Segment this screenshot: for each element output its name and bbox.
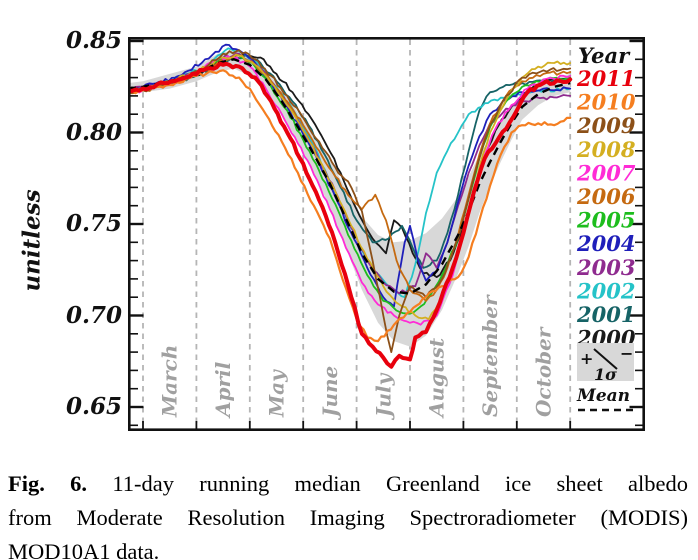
legend-year-2010: 2010 <box>576 90 636 115</box>
sigma-diagonal-line <box>593 348 618 370</box>
series-line-2004 <box>128 43 572 308</box>
month-label: September <box>478 294 502 417</box>
y-tick-label: 0.75 <box>65 210 122 237</box>
series-line-2011 <box>128 61 573 369</box>
y-tick-label: 0.85 <box>65 27 122 54</box>
sigma-legend-box <box>577 343 634 381</box>
albedo-chart: March April May June July August September Octo… <box>128 37 645 431</box>
series-line-2010 <box>128 69 572 343</box>
series-line-2008 <box>128 53 572 321</box>
month-label: October <box>532 326 556 417</box>
series-line-2003 <box>128 52 572 295</box>
caption-line-2: from Moderate Resolution Imaging Spectro… <box>8 505 688 530</box>
y-tick-label: 0.70 <box>65 301 122 329</box>
mean-line <box>128 58 571 295</box>
legend-year-2008: 2008 <box>576 137 636 162</box>
legend-year-2011: 2011 <box>576 66 635 91</box>
plot-border <box>128 37 645 431</box>
caption-line-1: Fig. 6. 11-day running median Greenland … <box>8 467 688 501</box>
sigma-band <box>128 50 571 347</box>
legend-year-2007: 2007 <box>576 160 636 185</box>
month-label: March <box>158 345 182 418</box>
month-label: July <box>371 372 395 421</box>
month-label: April <box>211 361 235 419</box>
legend-year-2004: 2004 <box>576 231 635 256</box>
legend-mean-label: Mean <box>576 386 630 406</box>
y-axis-label: unitless <box>18 189 46 292</box>
caption-label: Fig. 6. <box>8 471 88 496</box>
legend-year-2005: 2005 <box>576 208 635 233</box>
month-label: June <box>318 366 342 421</box>
figure-caption: Fig. 6. 11-day running median Greenland … <box>8 467 688 560</box>
y-tick-label: 0.80 <box>65 118 122 146</box>
legend-title: Year <box>578 43 631 68</box>
sigma-plus-sign: + <box>580 349 593 368</box>
series-line-2006 <box>128 54 572 302</box>
month-label: August <box>425 337 449 419</box>
sigma-minus-sign: − <box>620 344 633 363</box>
sigma-label: 1σ <box>594 365 617 384</box>
caption-text-1: 11-day running median Greenland ice shee… <box>112 471 688 496</box>
legend-year-2001: 2001 <box>576 302 635 327</box>
caption-line-3: MOD10A1 data. <box>8 539 160 560</box>
legend-year-2009: 2009 <box>576 113 636 138</box>
legend-year-2006: 2006 <box>576 184 636 209</box>
month-label: May <box>265 369 289 418</box>
legend-year-2003: 2003 <box>576 255 635 280</box>
y-tick-label: 0.65 <box>65 393 122 420</box>
legend-year-2002: 2002 <box>576 278 635 303</box>
